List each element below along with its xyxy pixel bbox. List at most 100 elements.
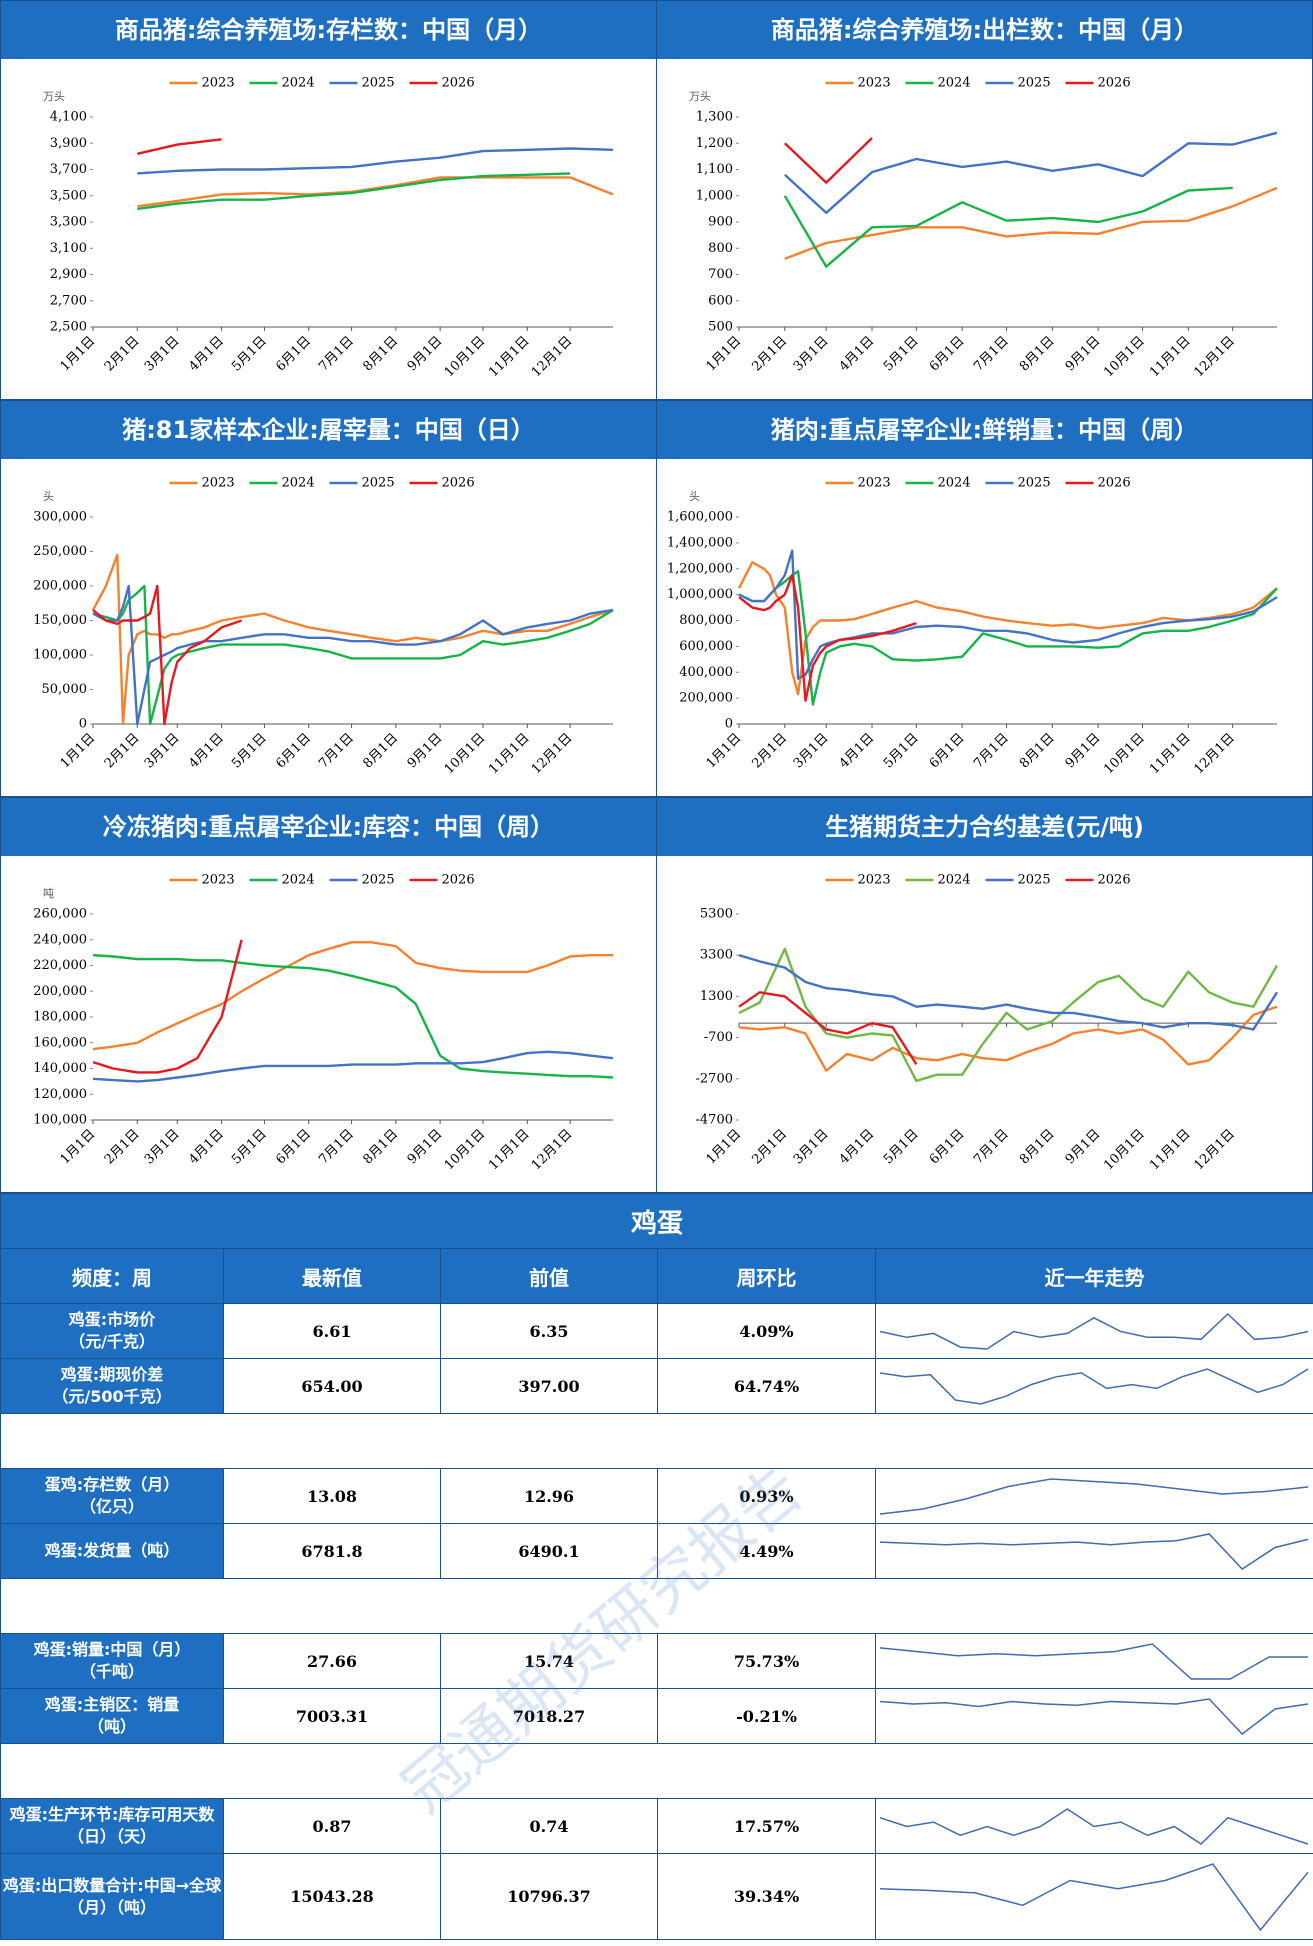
legend-label: 2024 [282, 476, 315, 491]
x-tick-label: 8月1日 [360, 1127, 401, 1168]
x-tick-label: 12月1日 [1191, 731, 1238, 778]
legend-label: 2023 [202, 873, 235, 888]
x-tick-label: 3月1日 [142, 334, 183, 375]
x-tick-label: 7月1日 [971, 731, 1012, 772]
series-line [92, 941, 613, 1051]
sparkline [879, 1862, 1309, 1931]
spacer-row [0, 1578, 1313, 1634]
legend-label: 2026 [442, 476, 475, 491]
y-tick-label: 1,200 [696, 136, 733, 151]
y-tick-label: -2700 [696, 1071, 733, 1086]
sparkline-line [879, 1642, 1308, 1680]
legend-label: 2026 [1098, 476, 1131, 491]
sparkline-line [879, 1367, 1309, 1405]
value-cell: 7018.27 [440, 1688, 658, 1744]
sparkline-line [879, 1807, 1309, 1845]
data-row: 鸡蛋:主销区：销量 （吨） 7003.31 7018.27 -0.21% [0, 1688, 1313, 1744]
y-tick-label: 0 [79, 717, 87, 732]
x-tick-label: 12月1日 [529, 1127, 576, 1174]
x-tick-label: 8月1日 [360, 334, 401, 375]
value-cell: 12.96 [440, 1468, 658, 1524]
row-name: 鸡蛋:出口数量合计:中国→全球（月）（吨） [0, 1853, 224, 1940]
value-cell: 17.57% [657, 1798, 876, 1854]
x-tick-label: 3月1日 [142, 731, 183, 772]
x-tick-label: 11月1日 [486, 334, 533, 381]
legend-label: 2025 [362, 873, 395, 888]
series-line [738, 570, 1278, 706]
value-cell: 0.74 [440, 1798, 658, 1854]
legend-label: 2026 [1098, 76, 1131, 91]
value-cell: 397.00 [440, 1358, 658, 1414]
series-line [738, 954, 1279, 1031]
sparkline-line [879, 1312, 1309, 1350]
x-tick-label: 2月1日 [102, 334, 143, 375]
value-cell: 64.74% [657, 1358, 876, 1414]
trend-cell [874, 1468, 1313, 1524]
value-cell: 4.09% [657, 1303, 876, 1359]
y-tick-label: 240,000 [33, 932, 87, 947]
sparkline [879, 1697, 1309, 1735]
y-tick-label: 500 [708, 320, 733, 335]
x-tick-label: 8月1日 [360, 731, 401, 772]
y-tick-label: 5300 [700, 907, 733, 922]
data-row: 蛋鸡:存栏数（月） （亿只） 13.08 12.96 0.93% [0, 1468, 1313, 1524]
x-tick-label: 10月1日 [1101, 1127, 1148, 1174]
egg-table: 鸡蛋 频度：周 最新值 前值 周环比 近一年走势 鸡蛋:市场价 （元/千克） 6.61 6.35… [0, 1193, 1313, 1940]
series-line [783, 137, 873, 184]
unit-label: 头 [689, 490, 700, 503]
data-row: 鸡蛋:市场价 （元/千克） 6.61 6.35 4.09% [0, 1303, 1313, 1359]
x-tick-label: 10月1日 [442, 334, 489, 381]
chart-panel: 猪:81家样本企业:屠宰量：中国（日） 0 50,000 100,000 150,000… [0, 400, 657, 797]
sparkline [879, 1477, 1309, 1515]
chart-title: 商品猪:综合养殖场:出栏数：中国（月） [657, 1, 1312, 59]
sparkline [879, 1367, 1309, 1405]
y-tick-label: -700 [704, 1030, 733, 1045]
x-tick-label: 3月1日 [791, 1127, 832, 1168]
x-tick-label: 11月1日 [486, 1127, 533, 1174]
unit-label: 头 [43, 490, 54, 503]
y-tick-label: 200,000 [33, 984, 87, 999]
chart: 0 200,000 400,000 600,000 800,000 1,000,000 1,… [667, 476, 1278, 778]
unit-label: 万头 [43, 90, 65, 103]
y-tick-label: 3,100 [50, 241, 87, 256]
x-tick-label: 9月1日 [405, 334, 446, 375]
legend-label: 2023 [202, 76, 235, 91]
x-tick-label: 1月1日 [58, 731, 99, 772]
y-tick-label: 250,000 [33, 544, 87, 559]
value-cell: 0.87 [223, 1798, 441, 1854]
x-tick-label: 7月1日 [316, 334, 357, 375]
value-cell: -0.21% [657, 1688, 876, 1744]
x-tick-label: 4月1日 [186, 334, 227, 375]
y-tick-label: 900 [708, 215, 733, 230]
series-line [92, 939, 243, 1074]
chart: -4700 -2700 -700 1300 3300 5300 1月1日 2月1日 3月1日 4月… [696, 873, 1279, 1174]
series-line [92, 584, 614, 726]
legend-label: 2025 [1018, 76, 1051, 91]
legend-label: 2025 [1018, 476, 1051, 491]
x-tick-label: 6月1日 [273, 731, 314, 772]
x-tick-label: 6月1日 [273, 334, 314, 375]
x-tick-label: 11月1日 [1147, 1127, 1194, 1174]
y-tick-label: 3,500 [50, 188, 87, 203]
y-tick-label: 0 [725, 717, 733, 732]
data-row: 鸡蛋:期现价差 （元/500千克） 654.00 397.00 64.74% [0, 1358, 1313, 1414]
x-tick-label: 5月1日 [229, 1127, 270, 1168]
y-tick-label: 200,000 [679, 691, 733, 706]
legend-label: 2023 [858, 76, 891, 91]
chart-title: 冷冻猪肉:重点屠宰企业:库容：中国（周） [1, 798, 656, 856]
legend-label: 2025 [362, 476, 395, 491]
legend-label: 2024 [938, 476, 971, 491]
value-cell: 6490.1 [440, 1523, 658, 1579]
value-cell: 4.49% [657, 1523, 876, 1579]
series-line [738, 947, 1279, 1083]
x-tick-label: 12月1日 [529, 731, 576, 778]
y-tick-label: 1,200,000 [667, 561, 733, 576]
row-name: 鸡蛋:发货量（吨） [0, 1523, 224, 1579]
y-tick-label: 1,000 [696, 188, 733, 203]
x-tick-label: 4月1日 [186, 1127, 227, 1168]
y-tick-label: 100,000 [33, 1113, 87, 1128]
x-tick-label: 10月1日 [1101, 334, 1148, 381]
series-line [738, 574, 917, 702]
x-tick-label: 5月1日 [881, 1127, 922, 1168]
value-cell: 6.61 [223, 1303, 441, 1359]
